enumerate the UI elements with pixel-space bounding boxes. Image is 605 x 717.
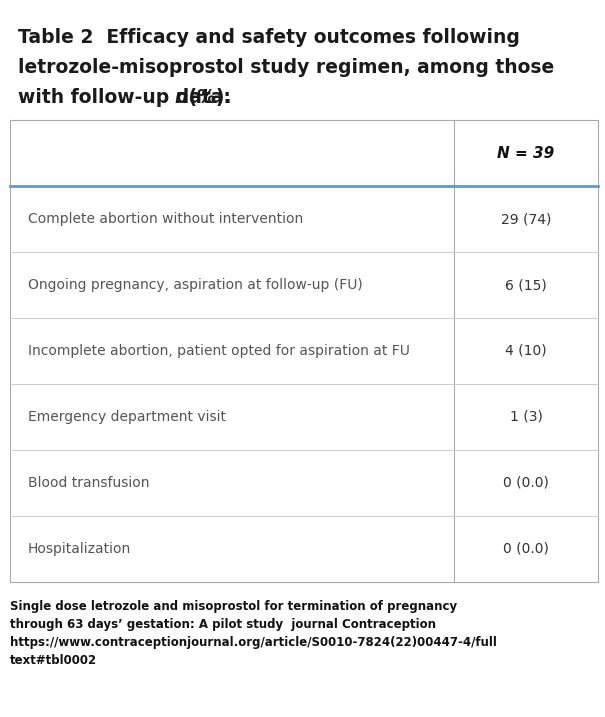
Text: Blood transfusion: Blood transfusion — [28, 476, 149, 490]
Text: Table 2  Efficacy and safety outcomes following: Table 2 Efficacy and safety outcomes fol… — [18, 28, 520, 47]
Text: Hospitalization: Hospitalization — [28, 542, 131, 556]
Text: Single dose letrozole and misoprostol for termination of pregnancy
through 63 da: Single dose letrozole and misoprostol fo… — [10, 600, 497, 667]
Text: 1 (3): 1 (3) — [509, 410, 543, 424]
Text: n: n — [174, 88, 188, 107]
Text: Ongoing pregnancy, aspiration at follow-up (FU): Ongoing pregnancy, aspiration at follow-… — [28, 278, 363, 292]
Text: (%).: (%). — [182, 88, 232, 107]
Text: letrozole-misoprostol study regimen, among those: letrozole-misoprostol study regimen, amo… — [18, 58, 554, 77]
Text: N = 39: N = 39 — [497, 146, 555, 161]
Text: Incomplete abortion, patient opted for aspiration at FU: Incomplete abortion, patient opted for a… — [28, 344, 410, 358]
Text: 6 (15): 6 (15) — [505, 278, 547, 292]
Text: 4 (10): 4 (10) — [505, 344, 547, 358]
Text: 29 (74): 29 (74) — [501, 212, 551, 226]
Text: Complete abortion without intervention: Complete abortion without intervention — [28, 212, 303, 226]
Bar — [10, 120, 598, 582]
Text: 0 (0.0): 0 (0.0) — [503, 542, 549, 556]
Text: 0 (0.0): 0 (0.0) — [503, 476, 549, 490]
Text: with follow-up data:: with follow-up data: — [18, 88, 237, 107]
Text: Emergency department visit: Emergency department visit — [28, 410, 226, 424]
